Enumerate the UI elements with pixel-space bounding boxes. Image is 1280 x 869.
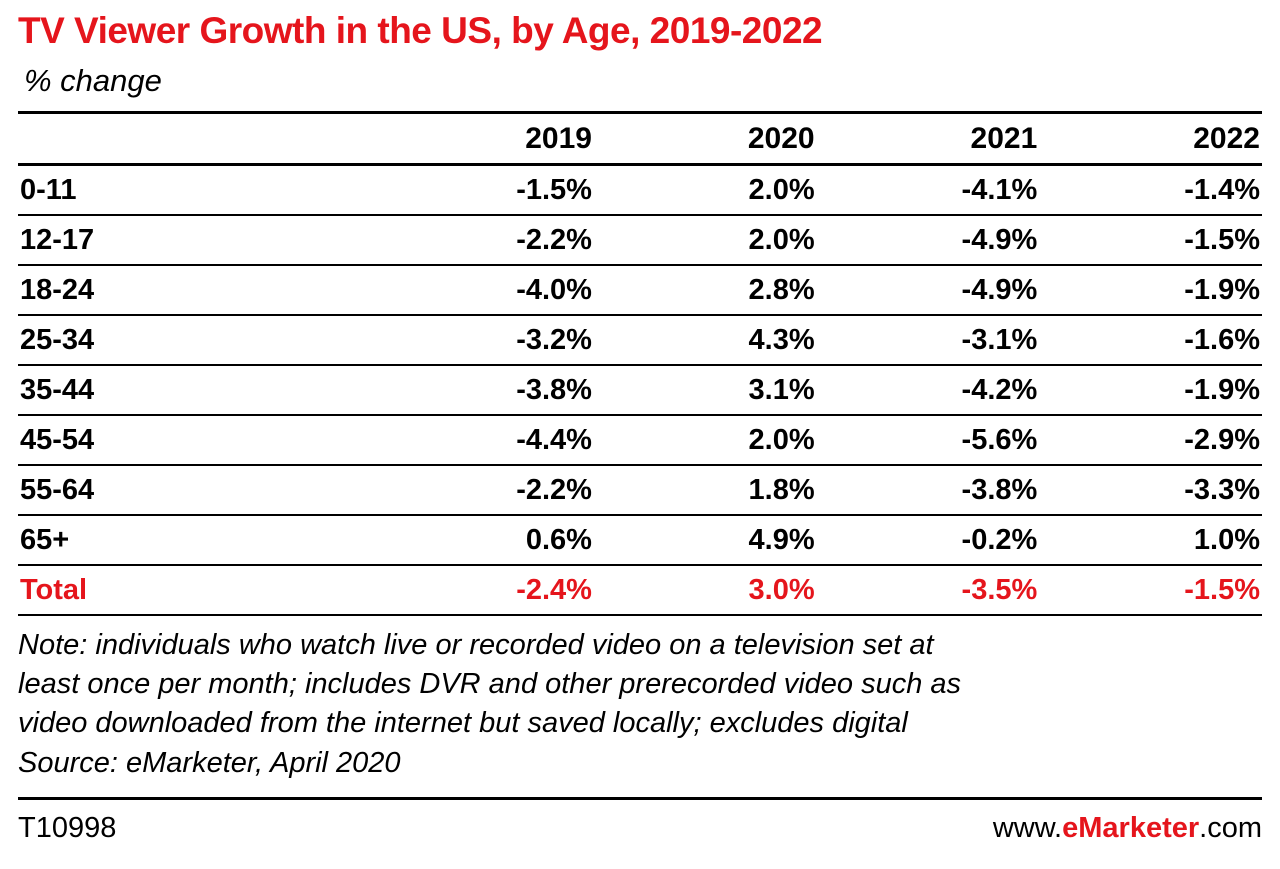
header-age-col xyxy=(18,112,372,166)
footer: T10998 www.eMarketer.com xyxy=(18,797,1262,855)
table-row: 65+ 0.6% 4.9% -0.2% 1.0% xyxy=(18,514,1262,566)
table-cell: -3.5% xyxy=(816,564,1040,616)
table-cell: 1.0% xyxy=(1039,514,1262,566)
table-cell: -4.2% xyxy=(816,364,1040,416)
table-cell: 2.0% xyxy=(593,414,817,466)
column-header-2019: 2019 xyxy=(371,112,594,166)
row-label: 35-44 xyxy=(18,364,372,416)
emarketer-url: www.eMarketer.com xyxy=(993,812,1262,845)
table-cell: -2.2% xyxy=(371,464,594,516)
table-row: 35-44 -3.8% 3.1% -4.2% -1.9% xyxy=(18,364,1262,416)
row-label: 45-54 xyxy=(18,414,372,466)
table-cell: -3.8% xyxy=(371,364,594,416)
url-brand: eMarketer xyxy=(1062,812,1200,845)
table-cell: 4.9% xyxy=(593,514,817,566)
table-row: 12-17 -2.2% 2.0% -4.9% -1.5% xyxy=(18,214,1262,266)
table-cell: -3.8% xyxy=(816,464,1040,516)
row-label: 25-34 xyxy=(18,314,372,366)
row-label: 18-24 xyxy=(18,264,372,316)
table-cell: 2.0% xyxy=(593,164,817,216)
table-cell: -2.2% xyxy=(371,214,594,266)
table-cell: -4.4% xyxy=(371,414,594,466)
row-label: 12-17 xyxy=(18,214,372,266)
row-label: 65+ xyxy=(18,514,372,566)
table-cell: 0.6% xyxy=(371,514,594,566)
viewer-growth-table: 2019 2020 2021 2022 0-11 -1.5% 2.0% -4.1… xyxy=(18,110,1262,616)
table-cell: 4.3% xyxy=(593,314,817,366)
table-cell: -1.9% xyxy=(1039,364,1262,416)
chart-id: T10998 xyxy=(18,812,117,845)
table-cell: -1.4% xyxy=(1039,164,1262,216)
table-cell: -4.0% xyxy=(371,264,594,316)
table-cell: -4.1% xyxy=(816,164,1040,216)
column-header-2020: 2020 xyxy=(593,112,817,166)
table-header-row: 2019 2020 2021 2022 xyxy=(18,112,1262,166)
table-cell: -2.4% xyxy=(371,564,594,616)
table-row: 18-24 -4.0% 2.8% -4.9% -1.9% xyxy=(18,264,1262,316)
table-row-total: Total -2.4% 3.0% -3.5% -1.5% xyxy=(18,564,1262,616)
table-cell: 2.8% xyxy=(593,264,817,316)
url-tld: .com xyxy=(1199,812,1262,845)
table-row: 25-34 -3.2% 4.3% -3.1% -1.6% xyxy=(18,314,1262,366)
note-text: Note: individuals who watch live or reco… xyxy=(18,628,962,740)
table-cell: -2.9% xyxy=(1039,414,1262,466)
table-row: 55-64 -2.2% 1.8% -3.8% -3.3% xyxy=(18,464,1262,516)
table-cell: -1.6% xyxy=(1039,314,1262,366)
table-cell: 2.0% xyxy=(593,214,817,266)
source-text: Source: eMarketer, April 2020 xyxy=(18,746,401,779)
table-cell: 3.1% xyxy=(593,364,817,416)
table-cell: -1.5% xyxy=(371,164,594,216)
table-cell: -3.1% xyxy=(816,314,1040,366)
table-cell: -3.2% xyxy=(371,314,594,366)
row-label: 55-64 xyxy=(18,464,372,516)
table-row: 0-11 -1.5% 2.0% -4.1% -1.4% xyxy=(18,164,1262,216)
table-cell: -0.2% xyxy=(816,514,1040,566)
table-cell: 3.0% xyxy=(593,564,817,616)
url-www: www. xyxy=(992,812,1063,845)
table-cell: -4.9% xyxy=(816,214,1040,266)
table-row: 45-54 -4.4% 2.0% -5.6% -2.9% xyxy=(18,414,1262,466)
table-cell: -3.3% xyxy=(1039,464,1262,516)
table-cell: -5.6% xyxy=(816,414,1040,466)
table-cell: -1.5% xyxy=(1039,564,1262,616)
page-subtitle: % change xyxy=(24,62,162,98)
row-label: Total xyxy=(18,564,372,616)
table-cell: -1.9% xyxy=(1039,264,1262,316)
row-label: 0-11 xyxy=(18,164,372,216)
table-cell: 1.8% xyxy=(593,464,817,516)
column-header-2021: 2021 xyxy=(816,112,1040,166)
page-title: TV Viewer Growth in the US, by Age, 2019… xyxy=(18,10,823,51)
table-cell: -1.5% xyxy=(1039,214,1262,266)
column-header-2022: 2022 xyxy=(1039,112,1262,166)
table-cell: -4.9% xyxy=(816,264,1040,316)
